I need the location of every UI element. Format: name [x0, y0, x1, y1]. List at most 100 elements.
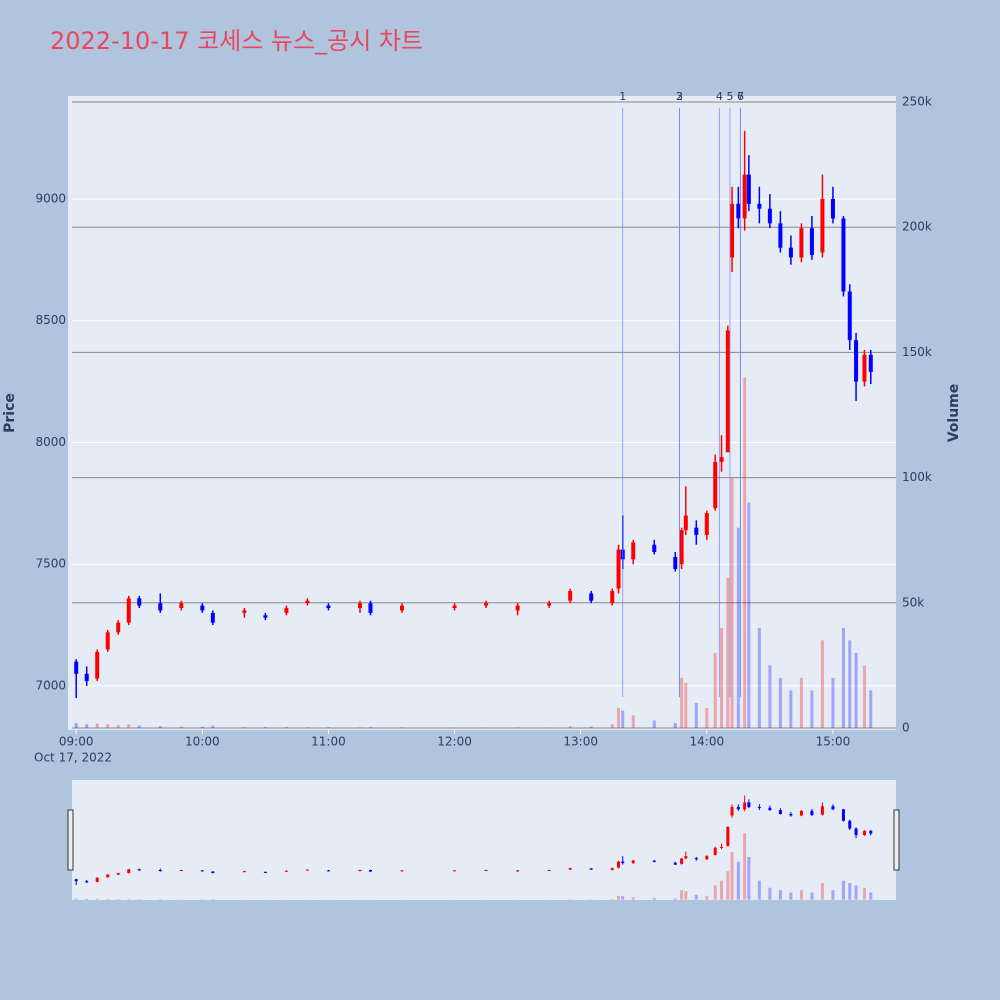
candle-body	[137, 598, 142, 606]
slider-candle-body	[652, 860, 656, 862]
candle-body	[679, 530, 684, 565]
candle-body	[568, 590, 573, 601]
candle-body	[778, 223, 783, 248]
volume-bar	[778, 677, 782, 728]
slider-candle-body	[730, 807, 734, 816]
volume-bar	[726, 577, 730, 728]
y2-axis-title: Volume	[946, 384, 962, 443]
slider-volume-bar	[726, 871, 730, 900]
x-tick-label: 15:00	[816, 735, 851, 749]
slider-candle-body	[568, 868, 572, 870]
volume-bar	[848, 640, 852, 728]
candle-body	[736, 203, 741, 219]
chart-title: 2022-10-17 코세스 뉴스_공시 차트	[50, 27, 423, 55]
x-tick-label: 11:00	[311, 735, 346, 749]
volume-bar	[400, 727, 404, 728]
volume-bar	[713, 652, 717, 728]
candle-body	[126, 598, 131, 623]
candle-body	[854, 340, 859, 382]
volume-bar	[862, 665, 866, 728]
event-label: 3	[676, 90, 683, 103]
slider-candle-body	[589, 868, 593, 870]
slider-volume-bar	[841, 880, 845, 900]
slider-volume-bar	[869, 892, 873, 900]
slider-volume-bar	[116, 899, 120, 900]
candle-body	[84, 673, 89, 682]
range-handle[interactable]	[893, 809, 900, 871]
slider-candle-body	[400, 870, 404, 872]
slider-candle-body	[736, 807, 740, 810]
volume-bar	[694, 702, 698, 728]
slider-candle-body	[799, 810, 803, 816]
event-label: 5	[726, 90, 733, 103]
slider-candle-body	[747, 802, 751, 808]
candle-body	[809, 228, 814, 255]
candle-body	[242, 610, 247, 613]
x-tick-label: 14:00	[690, 735, 725, 749]
volume-bar	[720, 627, 724, 728]
candle-body	[200, 605, 205, 611]
slider-candle-body	[631, 860, 635, 864]
slider-candle-body	[680, 858, 684, 864]
slider-candle-body	[263, 871, 267, 873]
slider-candle-body	[116, 873, 120, 875]
slider-volume-bar	[106, 898, 110, 900]
candle-body	[326, 605, 331, 609]
candle-body	[767, 208, 772, 224]
slider-candle-body	[358, 869, 362, 871]
volume-bar	[568, 725, 572, 728]
event-label: 1	[619, 90, 626, 103]
slider-volume-bar	[85, 898, 89, 900]
slider-candle-body	[305, 869, 309, 871]
candle-body	[725, 330, 730, 453]
slider-candle-body	[720, 846, 724, 848]
candle-body	[210, 612, 215, 623]
slider-candle-body	[368, 869, 372, 872]
event-label: 4	[716, 90, 723, 103]
candle-body	[719, 457, 724, 462]
volume-bar	[484, 727, 488, 728]
slider-candle-body	[743, 802, 747, 810]
slider-candle-body	[789, 813, 793, 816]
slider-volume-bar	[617, 895, 621, 900]
slider-volume-bar	[768, 887, 772, 900]
slider-candle-body	[74, 879, 78, 882]
slider-candle-body	[694, 858, 698, 860]
slider-candle-body	[85, 881, 89, 883]
slider-volume-bar	[854, 885, 858, 900]
slider-candle-body	[841, 809, 845, 821]
candle-body	[742, 174, 747, 219]
slider-candle-body	[862, 830, 866, 836]
volume-bar	[820, 640, 824, 728]
slider-candle-body	[768, 807, 772, 811]
slider-candle-body	[726, 826, 730, 847]
candle-body	[547, 603, 552, 606]
y-tick-label: 7500	[35, 557, 66, 571]
slider-volume-bar	[74, 898, 78, 900]
slider-candle-body	[200, 870, 204, 872]
volume-bar	[869, 690, 873, 728]
slider-volume-bar	[789, 892, 793, 900]
slider-candle-body	[516, 870, 520, 872]
volume-bar	[631, 715, 635, 728]
candle-body	[631, 542, 636, 560]
volume-bar	[736, 527, 740, 728]
slider-volume-bar	[820, 883, 824, 900]
volume-bar	[158, 725, 162, 728]
volume-bar	[200, 726, 204, 728]
candle-body	[694, 527, 699, 535]
candle-body	[263, 615, 268, 618]
candle-body	[616, 549, 621, 589]
y-tick-label: 7000	[35, 678, 66, 692]
range-handle[interactable]	[67, 809, 74, 871]
volume-bar	[684, 682, 688, 728]
slider-volume-bar	[778, 890, 782, 900]
event-label: 2	[676, 90, 683, 103]
volume-bar	[705, 707, 709, 728]
candle-body	[305, 600, 310, 604]
candle-body	[730, 203, 735, 258]
candle-body	[830, 198, 835, 219]
slider-volume-bar	[694, 894, 698, 900]
volume-bar	[617, 707, 621, 728]
